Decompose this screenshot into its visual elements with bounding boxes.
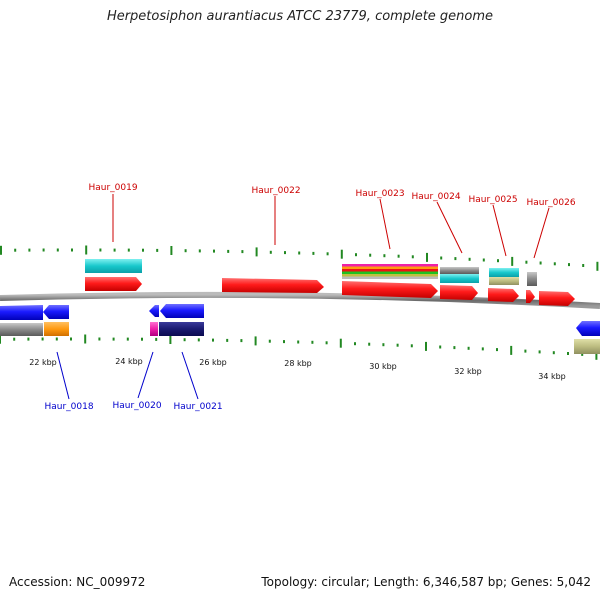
- cds-haur-0023: [342, 281, 438, 298]
- forward-leader-lines: [112, 194, 550, 259]
- cds-row-reverse: [0, 304, 600, 336]
- cds-haur-0024: [440, 285, 478, 300]
- cog-row-reverse: [0, 322, 600, 354]
- genome-backbone: [0, 291, 600, 309]
- cds-haur-0025: [488, 288, 519, 302]
- cds-haur-0018b: [43, 305, 69, 319]
- cds-haur-0026a: [526, 290, 535, 303]
- gene-label-haur-0025: Haur_0025: [468, 195, 517, 205]
- cog-bar-haur-0020: [150, 322, 158, 336]
- gene-label-haur-0019: Haur_0019: [88, 183, 137, 193]
- gene-label-haur-0018: Haur_0018: [44, 402, 93, 412]
- gene-label-haur-0026: Haur_0026: [526, 198, 575, 208]
- gene-label-haur-0024: Haur_0024: [411, 192, 460, 202]
- scale-label-30kbp: 30 kbp: [369, 362, 397, 371]
- cog-row-forward: [85, 259, 537, 286]
- outer-tick-ring: [0, 245, 599, 271]
- cds-haur-0022: [222, 278, 324, 293]
- cds-haur-0020: [149, 305, 159, 317]
- cog-bar-haur-0023: [342, 264, 438, 279]
- cog-bar-haur-0021: [159, 322, 204, 336]
- cds-haur-0018: [0, 305, 43, 320]
- genome-summary-text: Topology: circular; Length: 6,346,587 bp…: [261, 575, 591, 589]
- cog-bar-haur-0018: [0, 323, 43, 336]
- map-title: Herpetosiphon aurantiacus ATCC 23779, co…: [106, 9, 494, 24]
- cds-haur-0027: [576, 321, 600, 336]
- cog-bar-haur-0019: [85, 259, 142, 273]
- scale-label-26kbp: 26 kbp: [199, 358, 227, 367]
- cds-haur-0019: [85, 277, 142, 291]
- reverse-gene-labels: Haur_0018 Haur_0020 Haur_0021: [44, 401, 222, 412]
- cds-row-forward: [85, 277, 575, 306]
- cog-bar-haur-0018b: [44, 322, 69, 336]
- reverse-leader-lines: [56, 351, 199, 400]
- inner-tick-ring: [0, 334, 598, 360]
- scale-label-32kbp: 32 kbp: [454, 367, 482, 376]
- scale-label-24kbp: 24 kbp: [115, 357, 143, 366]
- scale-label-34kbp: 34 kbp: [538, 372, 566, 381]
- scale-label-22kbp: 22 kbp: [29, 358, 57, 367]
- cog-bar-haur-0025: [489, 268, 519, 285]
- scale-labels: 22 kbp 24 kbp 26 kbp 28 kbp 30 kbp 32 kb…: [29, 357, 566, 381]
- cds-haur-0026b: [539, 291, 575, 306]
- gene-label-haur-0020: Haur_0020: [112, 401, 161, 411]
- gene-label-haur-0023: Haur_0023: [355, 189, 404, 199]
- scale-label-28kbp: 28 kbp: [284, 359, 312, 368]
- forward-gene-labels: Haur_0019 Haur_0022 Haur_0023 Haur_0024 …: [88, 183, 575, 208]
- accession-text: Accession: NC_009972: [9, 575, 146, 589]
- cog-bar-haur-0024: [440, 267, 479, 283]
- gene-label-haur-0021: Haur_0021: [173, 402, 222, 412]
- cog-bar-haur-0027: [574, 339, 600, 354]
- cds-haur-0021: [160, 304, 204, 318]
- gene-label-haur-0022: Haur_0022: [251, 186, 300, 196]
- cog-bar-haur-0026: [527, 272, 537, 286]
